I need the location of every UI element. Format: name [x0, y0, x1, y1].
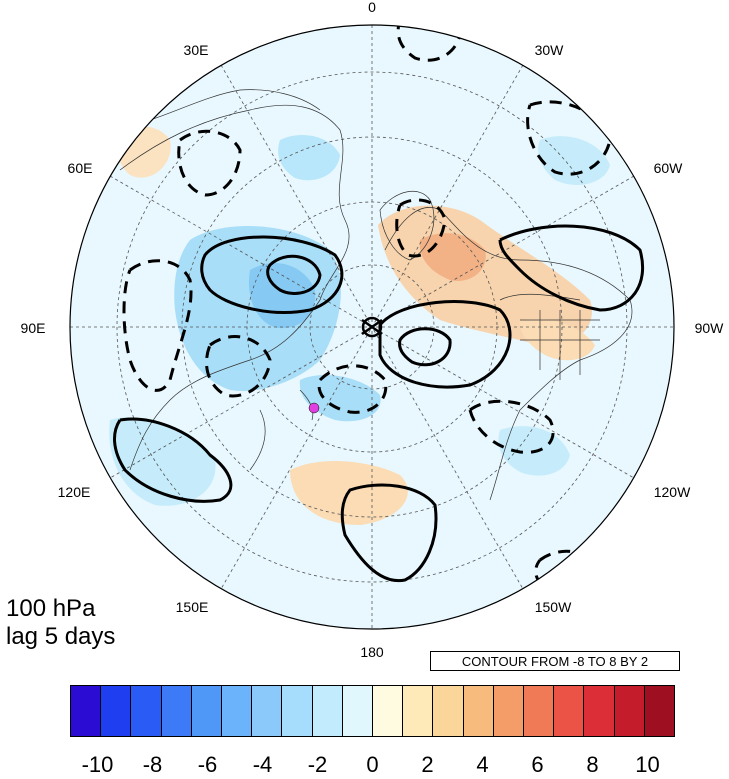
longitude-label-90e: 90E — [20, 320, 46, 336]
longitude-label-60e: 60E — [67, 160, 93, 176]
negative-contour — [468, 399, 555, 454]
negative-contour — [205, 335, 272, 398]
colorbar-swatch — [101, 686, 132, 736]
colorbar-tick-label: 0 — [366, 752, 379, 777]
negative-contour — [177, 129, 242, 197]
colorbar-swatch — [191, 686, 223, 736]
colorbar-swatch — [71, 686, 102, 736]
longitude-label-60w: 60W — [653, 160, 683, 176]
colorbar-swatch — [252, 686, 283, 736]
positive-contour — [398, 327, 452, 367]
negative-contour — [526, 100, 612, 176]
coastline — [119, 104, 350, 471]
colorbar-swatch — [282, 686, 313, 736]
positive-anomaly-region — [519, 318, 595, 361]
contours — [113, 25, 645, 597]
negative-contour — [396, 25, 462, 62]
colorbar-swatch — [222, 686, 253, 736]
longitude-label-30w: 30W — [534, 42, 564, 58]
lag-title: lag 5 days — [6, 623, 116, 650]
colorbar-swatch — [373, 686, 404, 736]
colorbar-tick-label: -2 — [307, 752, 328, 777]
positive-contour — [340, 483, 438, 583]
colorbar-tick-label: -4 — [252, 752, 273, 777]
positive-contour — [498, 224, 645, 312]
colorbar-tick-label: 10 — [635, 752, 660, 777]
colorbar-swatch — [493, 686, 525, 736]
negative-anomaly-region — [299, 375, 381, 422]
negative-anomaly-region — [109, 417, 216, 506]
negative-anomaly-region — [278, 135, 340, 181]
coastline — [379, 191, 435, 261]
positive-contour — [378, 300, 512, 389]
colorbar-swatch — [584, 686, 615, 736]
pressure-level-title: 100 hPa — [6, 595, 96, 622]
location-marker — [308, 402, 320, 414]
colorbar — [70, 685, 675, 737]
colorbar-tick-label: -6 — [197, 752, 218, 777]
colorbar-swatch — [161, 686, 192, 736]
longitude-label-120e: 120E — [57, 484, 91, 500]
colorbar-swatch — [463, 686, 494, 736]
colorbar-tick-label: -10 — [81, 752, 114, 777]
colorbar-swatch — [644, 686, 675, 736]
colorbar-swatch — [312, 686, 343, 736]
colorbar-tick-labels: -10 -8 -6 -4 -2 0 2 4 6 8 10 — [70, 752, 675, 778]
colorbar-swatch — [524, 686, 555, 736]
negative-contour — [122, 259, 193, 392]
longitude-label-120w: 120W — [653, 484, 691, 500]
negative-contour — [395, 198, 447, 258]
colorbar-swatch — [554, 686, 585, 736]
colorbar-tick-label: 4 — [476, 752, 489, 777]
colorbar-tick-label: -8 — [142, 752, 163, 777]
longitude-label-90w: 90W — [694, 320, 724, 336]
map-border — [69, 24, 675, 630]
colorbar-swatch — [614, 686, 645, 736]
pole-symbol — [361, 316, 383, 338]
colorbar-swatch — [131, 686, 162, 736]
longitude-label-150e: 150E — [175, 599, 209, 615]
coastline — [149, 89, 321, 121]
positive-contour — [200, 235, 344, 314]
longitude-label-150w: 150W — [534, 599, 572, 615]
longitude-label-0: 0 — [368, 0, 376, 15]
colorbar-tick-label: 8 — [586, 752, 599, 777]
colorbar-swatch — [433, 686, 464, 736]
longitude-label-30e: 30E — [183, 42, 209, 58]
latitude-circle — [116, 71, 628, 583]
positive-contour — [113, 417, 233, 503]
negative-contour — [534, 549, 602, 597]
coastline — [499, 293, 600, 380]
colorbar-swatch — [403, 686, 434, 736]
colorbar-swatch — [342, 686, 374, 736]
contour-info-label: CONTOUR FROM -8 TO 8 BY 2 — [430, 651, 680, 671]
colorbar-tick-label: 2 — [421, 752, 434, 777]
longitude-label-180: 180 — [360, 644, 384, 660]
positive-contour — [266, 254, 322, 295]
colorbar-tick-label: 6 — [531, 752, 544, 777]
